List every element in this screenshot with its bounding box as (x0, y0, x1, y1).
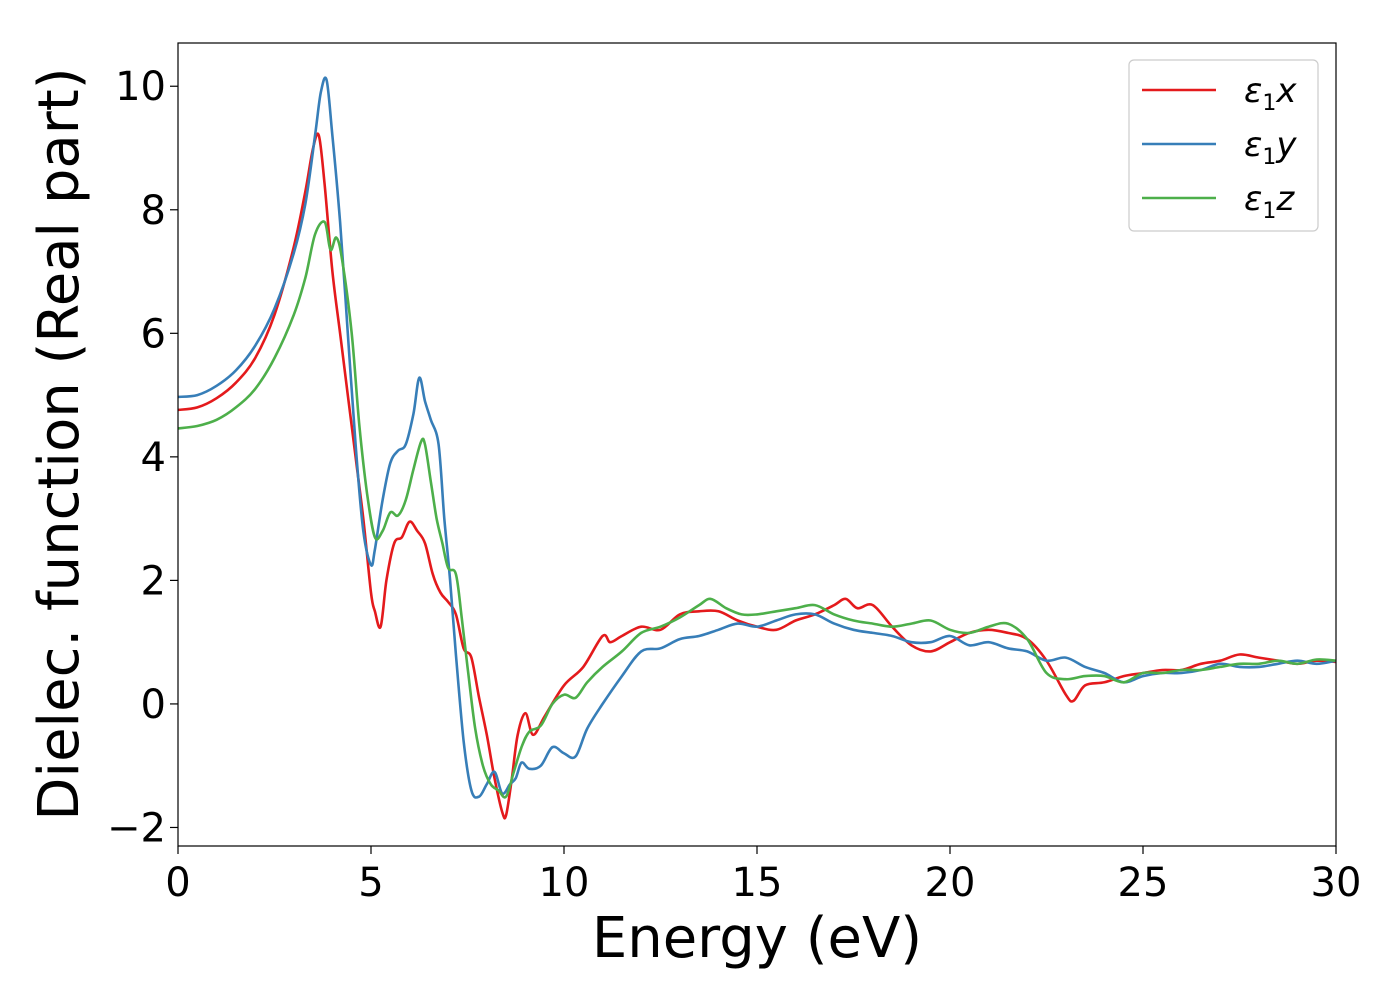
x-tick-label: 10 (539, 860, 590, 906)
legend-box (1128, 59, 1319, 232)
y-axis-title: Dielec. function (Real part) (27, 67, 92, 820)
series-line-z (177, 220, 1337, 799)
x-tick-label: 30 (1311, 860, 1362, 906)
x-tick-label: 15 (732, 860, 783, 906)
x-tick-label: 5 (358, 860, 383, 906)
legend-label-x: ε1x (1244, 71, 1297, 116)
legend-label-subscript: 1 (1262, 199, 1276, 224)
x-axis-title: Energy (eV) (592, 906, 922, 971)
y-tick-label: 8 (141, 188, 166, 234)
y-tick-label: 4 (141, 435, 166, 481)
legend-label-component: x (1275, 71, 1297, 111)
series-layer (177, 76, 1337, 820)
y-tick-label: 2 (141, 558, 166, 604)
x-axis: 0 5 10 15 20 25 30 (165, 846, 1361, 906)
legend-label-component: z (1275, 179, 1295, 219)
y-tick-label: 10 (115, 64, 166, 110)
y-tick-label: −2 (107, 805, 166, 851)
legend-label-subscript: 1 (1262, 91, 1276, 116)
series-line-x (177, 132, 1337, 820)
legend-label-base: ε (1244, 71, 1262, 111)
y-tick-label: 0 (141, 682, 166, 728)
legend-label-subscript: 1 (1262, 145, 1276, 170)
legend-label-y: ε1y (1244, 125, 1297, 170)
series-line-y (177, 76, 1337, 799)
legend-label-z: ε1z (1244, 179, 1295, 224)
x-tick-label: 0 (165, 860, 190, 906)
y-axis: −2 0 2 4 6 8 10 (107, 64, 178, 851)
legend-label-component: y (1275, 125, 1297, 165)
legend-label-base: ε (1244, 179, 1262, 219)
y-tick-label: 6 (141, 311, 166, 357)
legend-label-base: ε (1244, 125, 1262, 165)
x-tick-label: 25 (1118, 860, 1169, 906)
x-tick-label: 20 (925, 860, 976, 906)
